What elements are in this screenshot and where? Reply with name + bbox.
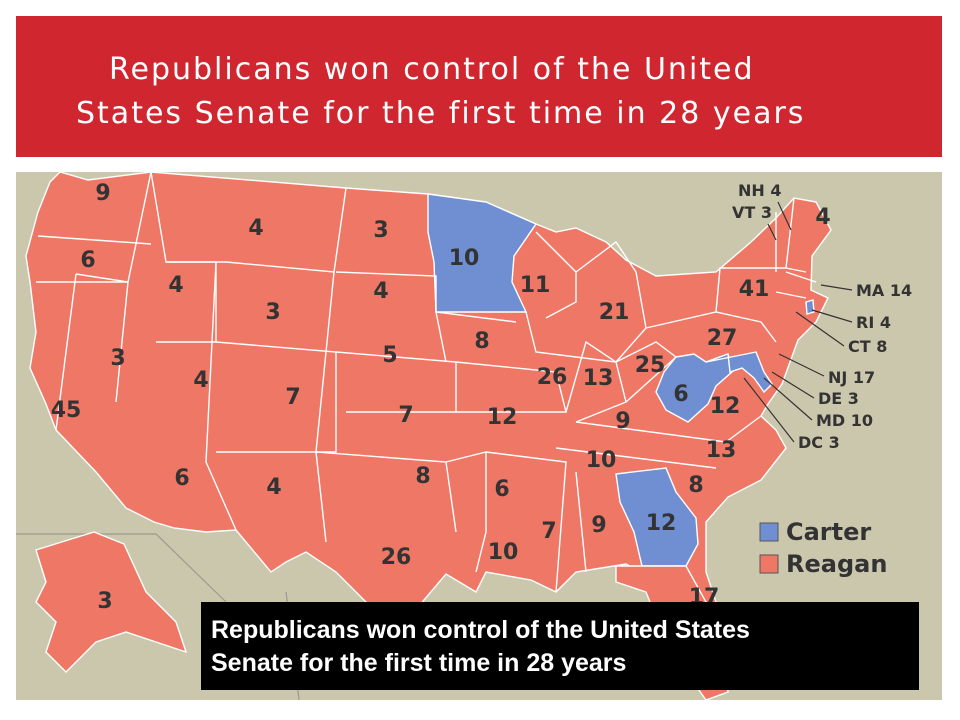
ev-sc: 8 [688, 473, 703, 498]
ev-ny: 41 [739, 277, 770, 302]
legend-label-reagan: Reagan [786, 550, 887, 578]
leader-de [771, 371, 815, 399]
ev-co: 7 [285, 385, 300, 410]
state-ga [615, 467, 699, 567]
state-md [705, 351, 773, 394]
state-ak [35, 531, 188, 673]
state-wv [655, 353, 733, 423]
ev-nm: 4 [266, 475, 281, 500]
ev-ky: 9 [615, 409, 630, 434]
slide-title-line2: States Senate for the first time in 28 y… [76, 96, 806, 131]
ev-ne: 5 [382, 343, 397, 368]
ev-id: 4 [168, 273, 183, 298]
leader-vt [767, 223, 777, 241]
ev-me: 4 [815, 205, 830, 230]
ev-nd: 3 [373, 218, 388, 243]
ev-ok: 8 [415, 464, 430, 489]
ev-mi: 21 [599, 300, 630, 325]
ev-ak: 3 [97, 589, 112, 614]
legend-swatch-reagan [759, 554, 779, 574]
leader-ri [811, 309, 853, 323]
callout-de: DE 3 [818, 389, 859, 408]
ev-ar: 6 [494, 477, 509, 502]
title-banner: Republicans won control of the United St… [16, 16, 942, 157]
ev-la: 10 [488, 540, 519, 565]
ev-in: 13 [583, 366, 614, 391]
ev-mn: 10 [449, 246, 480, 271]
leader-nj [778, 353, 825, 377]
ev-mt: 4 [248, 216, 263, 241]
callout-md: MD 10 [816, 411, 873, 430]
ev-ut: 4 [193, 368, 208, 393]
ev-tn: 10 [586, 448, 617, 473]
caption-line1: Republicans won control of the United St… [211, 616, 750, 644]
leader-dc [743, 377, 795, 443]
ev-wv: 6 [673, 382, 688, 407]
electoral-map-svg: 9 6 45 3 4 4 3 4 7 6 4 3 4 5 7 8 26 10 8… [16, 172, 912, 700]
ev-tx: 26 [381, 545, 412, 570]
leader-ct [795, 311, 845, 347]
leader-nh [777, 201, 792, 231]
ev-pa: 27 [707, 326, 738, 351]
ev-or: 6 [80, 248, 95, 273]
callout-ct: CT 8 [848, 337, 887, 356]
callout-vt: VT 3 [732, 203, 772, 222]
ev-ms: 7 [541, 519, 556, 544]
legend-swatch-carter [759, 522, 779, 542]
callout-nh: NH 4 [738, 181, 781, 200]
ev-ia: 8 [474, 329, 489, 354]
callout-ma: MA 14 [856, 281, 912, 300]
caption-line2: Senate for the first time in 28 years [211, 649, 627, 677]
ev-sd: 4 [373, 279, 388, 304]
state-ri [805, 299, 815, 315]
ev-wa: 9 [95, 181, 110, 206]
slide-title: Republicans won control of the United St… [16, 16, 942, 157]
leader-md [763, 377, 813, 421]
ev-ks: 7 [398, 403, 413, 428]
electoral-map: 9 6 45 3 4 4 3 4 7 6 4 3 4 5 7 8 26 10 8… [16, 172, 942, 700]
ev-oh: 25 [635, 353, 666, 378]
leader-ma [820, 284, 853, 291]
ev-al: 9 [591, 513, 606, 538]
state-borders [36, 172, 817, 593]
ev-wi: 11 [520, 273, 551, 298]
alaska-inset-border [16, 533, 227, 603]
ev-nc: 13 [706, 438, 737, 463]
callout-nj: NJ 17 [828, 368, 875, 387]
ev-ga: 12 [646, 511, 677, 536]
legend-label-carter: Carter [786, 518, 871, 546]
ev-nv: 3 [110, 346, 125, 371]
slide-title-line1: Republicans won control of the United [109, 52, 755, 87]
ev-wy: 3 [265, 300, 280, 325]
ev-va: 12 [710, 394, 741, 419]
state-mn [427, 193, 538, 313]
ev-mo: 12 [487, 405, 518, 430]
caption-box: Republicans won control of the United St… [201, 602, 919, 690]
ev-ca: 45 [51, 398, 82, 423]
callout-ri: RI 4 [856, 313, 891, 332]
callout-dc: DC 3 [798, 433, 840, 452]
caption-text: Republicans won control of the United St… [211, 614, 750, 680]
ev-il: 26 [537, 365, 568, 390]
ev-az: 6 [174, 466, 189, 491]
